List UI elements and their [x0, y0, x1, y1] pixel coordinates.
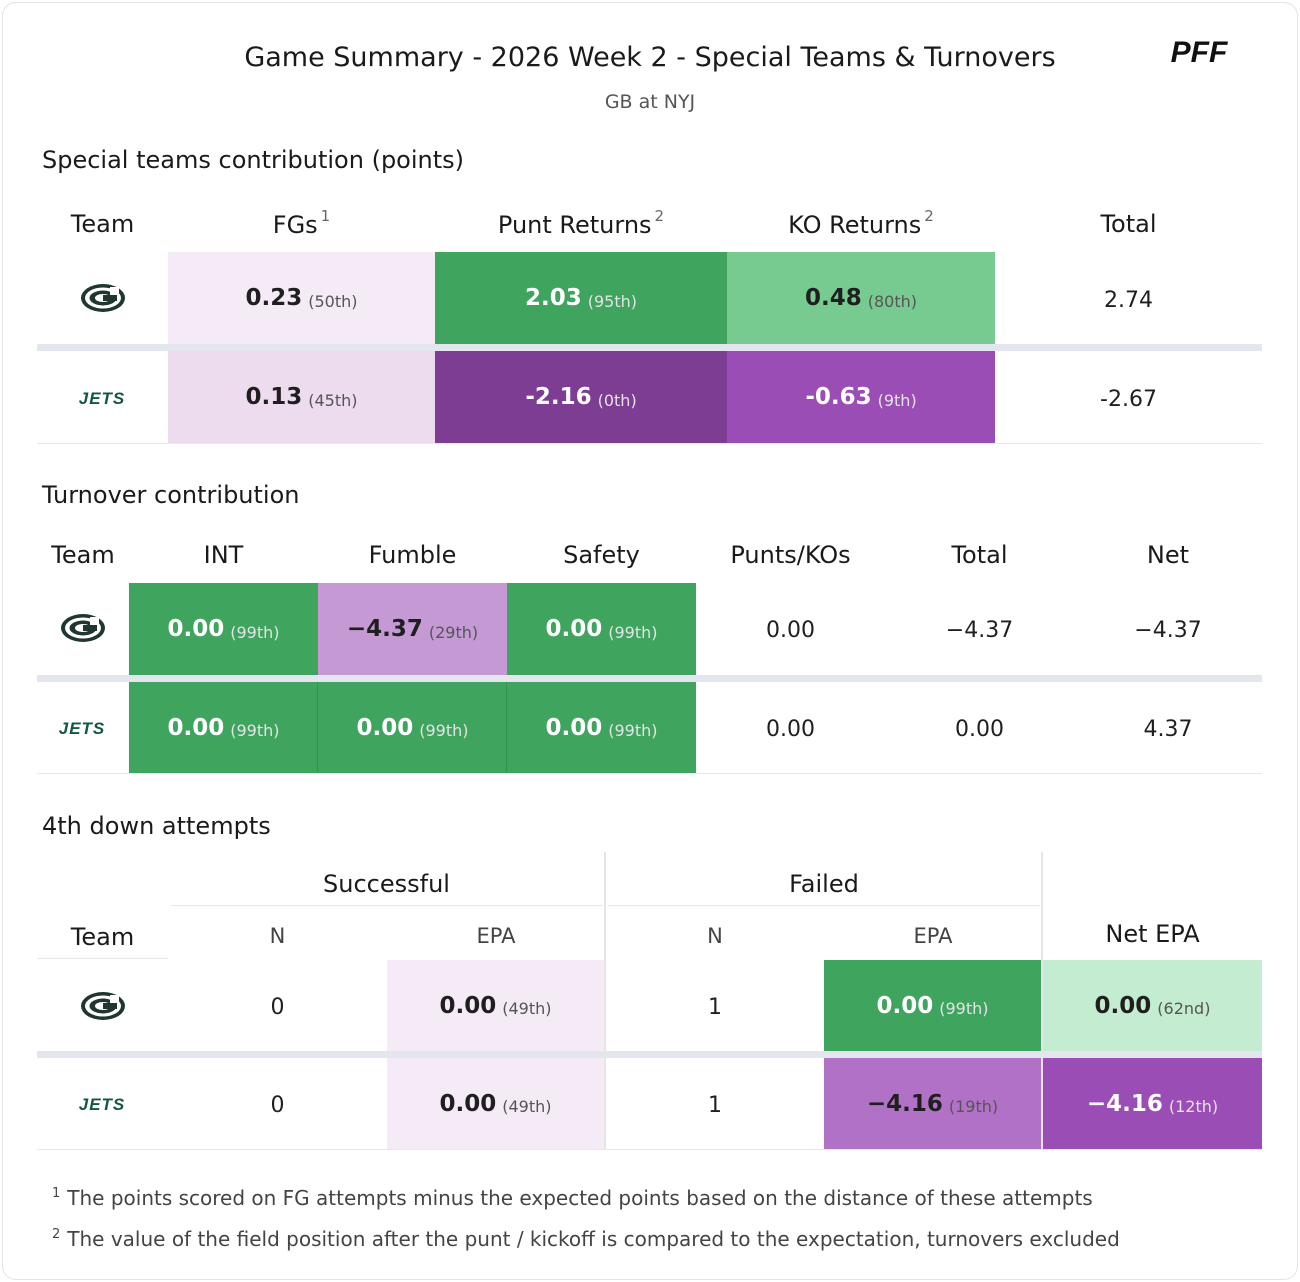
fourth-down-title: 4th down attempts	[42, 812, 271, 840]
to-header-total: Total	[951, 541, 1008, 569]
to-gb-safety: 0.00 (99th)	[507, 583, 696, 675]
packers-g-logo-icon	[61, 614, 105, 642]
row-separator	[37, 1051, 1262, 1058]
fd-header-fail-epa: EPA	[913, 924, 953, 948]
jets-wordmark-logo-icon: JETS	[79, 389, 126, 408]
st-gb-punt-returns: 2.03 (95th)	[435, 252, 727, 344]
cell-divider	[506, 682, 507, 773]
table-bottom-rule	[37, 773, 1262, 774]
special-teams-title: Special teams contribution (points)	[42, 146, 465, 174]
st-header-punt-returns: Punt Returns 2	[497, 207, 665, 239]
fd-header-net-epa: Net EPA	[1105, 920, 1200, 948]
to-nyj-fumble: 0.00 (99th)	[318, 682, 507, 773]
table-bottom-rule	[37, 443, 1262, 444]
st-gb-fgs: 0.23 (50th)	[168, 252, 435, 344]
to-gb-fumble: −4.37 (29th)	[318, 583, 507, 675]
pff-logo: PFF	[1171, 38, 1228, 66]
fd-header-successful: Successful	[323, 870, 450, 898]
st-gb-ko-returns: 0.48 (80th)	[727, 252, 995, 344]
to-header-punts-kos: Punts/KOs	[730, 541, 851, 569]
to-nyj-punts-kos: 0.00	[766, 717, 815, 742]
packers-g-logo-icon	[81, 284, 125, 312]
to-header-fumble: Fumble	[368, 541, 457, 569]
to-header-safety: Safety	[563, 541, 640, 569]
group-underline	[170, 905, 603, 906]
st-nyj-ko-returns: -0.63 (9th)	[727, 351, 995, 443]
svg-text:JETS: JETS	[59, 719, 106, 738]
packers-g-logo-icon	[81, 992, 125, 1020]
to-nyj-total: 0.00	[955, 717, 1004, 742]
st-gb-total: 2.74	[1104, 288, 1153, 313]
team-header-underline	[37, 958, 168, 959]
fd-header-succ-n: N	[269, 924, 286, 948]
jets-wordmark-logo-icon: JETS	[79, 1095, 126, 1114]
table-bottom-rule	[37, 1149, 1262, 1150]
st-nyj-total: -2.67	[1100, 387, 1157, 412]
svg-text:JETS: JETS	[79, 389, 126, 408]
to-header-int: INT	[203, 541, 244, 569]
fd-nyj-fail-n: 1	[708, 1093, 722, 1118]
jets-wordmark-logo-icon: JETS	[59, 719, 106, 738]
fd-header-failed: Failed	[789, 870, 859, 898]
to-nyj-int: 0.00 (99th)	[129, 682, 318, 773]
turnover-title: Turnover contribution	[42, 481, 300, 509]
group-underline	[608, 905, 1040, 906]
st-header-team: Team	[70, 210, 135, 238]
fd-gb-succ-epa: 0.00 (49th)	[387, 960, 604, 1051]
pff-logo-text: PFF	[1171, 38, 1228, 66]
fd-gb-fail-n: 1	[708, 995, 722, 1020]
to-gb-int: 0.00 (99th)	[129, 583, 318, 675]
row-separator	[37, 675, 1262, 682]
to-header-team: Team	[51, 541, 115, 569]
fd-header-team: Team	[70, 923, 135, 951]
to-nyj-safety: 0.00 (99th)	[507, 682, 696, 773]
st-nyj-fgs: 0.13 (45th)	[168, 351, 435, 443]
group-divider	[604, 852, 606, 1150]
group-divider	[1041, 852, 1043, 1150]
fd-nyj-net-epa: −4.16 (12th)	[1043, 1058, 1262, 1149]
fd-nyj-succ-epa: 0.00 (49th)	[387, 1058, 604, 1149]
page-subtitle: GB at NYJ	[604, 91, 696, 113]
to-nyj-net: 4.37	[1143, 717, 1193, 742]
fd-gb-succ-n: 0	[270, 995, 285, 1020]
st-header-ko-returns: KO Returns 2	[788, 207, 934, 239]
fd-gb-fail-epa: 0.00 (99th)	[824, 960, 1041, 1051]
fd-header-fail-n: N	[707, 924, 723, 948]
to-header-net: Net	[1146, 541, 1190, 569]
svg-text:JETS: JETS	[79, 1095, 126, 1114]
cell-divider	[317, 682, 318, 773]
fd-nyj-fail-epa: −4.16 (19th)	[824, 1058, 1041, 1149]
to-gb-net: −4.37	[1134, 618, 1202, 643]
to-gb-total: −4.37	[945, 618, 1014, 643]
footnote-1: 1 The points scored on FG attempts minus …	[52, 1186, 1093, 1210]
fd-nyj-succ-n: 0	[270, 1093, 285, 1118]
st-header-total: Total	[1100, 210, 1157, 238]
fd-gb-net-epa: 0.00 (62nd)	[1043, 960, 1262, 1051]
page-title: Game Summary - 2026 Week 2 - Special Tea…	[244, 42, 1056, 73]
footnote-2: 2 The value of the field position after t…	[52, 1227, 1120, 1251]
st-header-fgs: FGs 1	[272, 207, 331, 239]
to-gb-punts-kos: 0.00	[766, 618, 815, 643]
fd-header-succ-epa: EPA	[476, 924, 516, 948]
row-separator	[37, 344, 1262, 351]
st-nyj-punt-returns: -2.16 (0th)	[435, 351, 727, 443]
